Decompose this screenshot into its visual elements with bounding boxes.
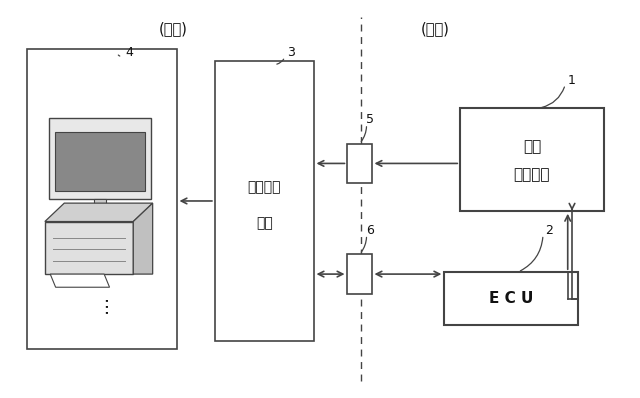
Text: 2: 2: [545, 224, 554, 237]
Text: …: …: [93, 295, 111, 313]
Bar: [348, 144, 372, 183]
Polygon shape: [133, 203, 153, 274]
Bar: [45, 222, 133, 274]
Text: 電源供給: 電源供給: [248, 180, 281, 194]
Text: E C U: E C U: [489, 291, 533, 306]
Text: 車載: 車載: [523, 140, 541, 155]
Text: 5: 5: [365, 113, 374, 127]
Bar: [444, 272, 578, 326]
Polygon shape: [50, 274, 109, 287]
Bar: [27, 49, 177, 349]
Text: 1: 1: [568, 74, 575, 87]
Text: 6: 6: [366, 224, 374, 237]
Polygon shape: [45, 203, 153, 222]
Bar: [49, 118, 151, 199]
Bar: [75, 209, 125, 214]
Bar: [94, 199, 106, 209]
Text: 4: 4: [125, 46, 132, 59]
Bar: [215, 60, 314, 341]
Bar: [348, 254, 372, 294]
Text: (車内): (車内): [420, 21, 449, 37]
Bar: [460, 108, 604, 211]
Text: バッテリ: バッテリ: [514, 168, 550, 182]
Text: 装置: 装置: [256, 217, 273, 230]
Bar: [56, 133, 145, 191]
Text: (車外): (車外): [159, 21, 188, 37]
Text: 3: 3: [287, 46, 295, 59]
